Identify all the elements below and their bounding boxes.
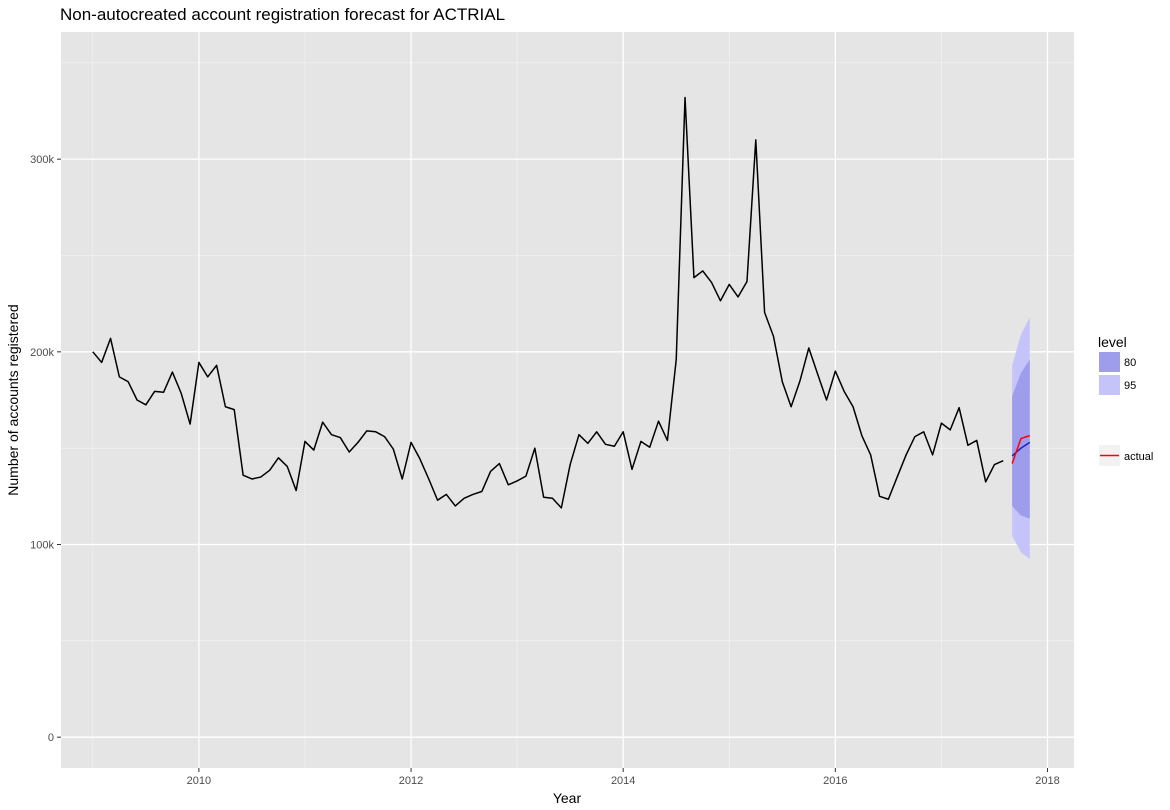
legend-label: 95 [1124,380,1136,392]
legend-key-95 [1099,375,1120,395]
plot-panel [61,32,1074,768]
x-tick-label: 2016 [823,775,847,787]
series-lines [92,96,1031,509]
actual-line [1011,434,1031,464]
legend: level 80 95 actual [1098,334,1153,466]
y-tick-label: 100k [30,540,54,552]
y-axis-title: Number of accounts registered [5,304,21,495]
legend-key-80 [1099,352,1120,372]
axis-ticks: 2010 2012 2014 2016 2018 0 100k 200k 300k [30,154,1060,787]
y-tick-label: 0 [48,732,54,744]
minor-gridlines [61,32,1074,768]
y-tick-label: 300k [30,154,54,166]
x-tick-label: 2012 [399,775,423,787]
x-tick-label: 2014 [611,775,635,787]
x-tick-label: 2010 [187,775,211,787]
x-tick-label: 2018 [1035,775,1059,787]
history-line [92,96,1004,509]
y-tick-label: 200k [30,347,54,359]
legend-label: 80 [1124,357,1136,369]
legend-label: actual [1124,451,1153,463]
major-gridlines [61,32,1074,768]
x-axis-title: Year [553,790,582,806]
chart-title: Non-autocreated account registration for… [60,5,505,24]
legend-title: level [1098,334,1127,350]
